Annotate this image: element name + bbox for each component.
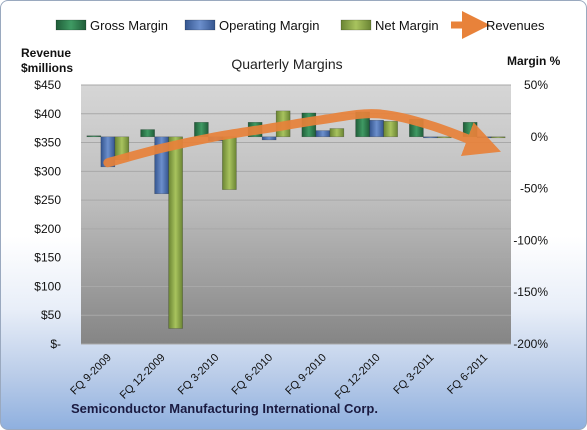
legend-label: Revenues — [486, 18, 545, 33]
right-tick-label: -100% — [513, 233, 548, 247]
footer-company-name: Semiconductor Manufacturing Internationa… — [71, 401, 378, 416]
x-tick-label: FQ 12-2010 — [333, 352, 383, 402]
left-tick-label: $250 — [34, 193, 61, 207]
left-axis-label-line1: Revenue — [21, 46, 71, 60]
legend-label: Net Margin — [375, 18, 439, 33]
bar-operating-margin — [423, 136, 438, 139]
revenue-series — [103, 109, 501, 168]
legend-swatch — [340, 19, 372, 31]
bar-gross-margin — [86, 135, 102, 138]
bar-net-margin — [222, 136, 237, 190]
left-tick-label: $- — [50, 337, 61, 351]
bar-operating-margin — [315, 130, 331, 138]
right-tick-label: -200% — [513, 337, 548, 351]
bar-operating-margin — [261, 136, 277, 141]
legend-item: Net Margin — [340, 18, 439, 33]
x-tick-label: FQ 12-2009 — [118, 352, 168, 402]
right-tick-label: -150% — [513, 285, 548, 299]
left-tick-label: $50 — [41, 308, 61, 322]
bar-gross-margin — [140, 129, 155, 138]
x-tick-label: FQ 6-2010 — [230, 352, 276, 398]
legend-item: Operating Margin — [184, 18, 319, 33]
x-tick-label: FQ 3-2011 — [391, 352, 436, 397]
left-tick-label: $300 — [34, 164, 61, 178]
bar-net-margin — [437, 136, 452, 139]
x-tick-label: FQ 6-2011 — [445, 352, 490, 397]
right-axis-label: Margin % — [507, 54, 561, 68]
bar-net-margin — [168, 136, 183, 329]
bar-net-margin — [490, 136, 506, 139]
revenue-line — [103, 109, 501, 168]
left-tick-label: $400 — [34, 107, 61, 121]
legend: Gross Margin Operating Margin Net Margin Re… — [55, 11, 545, 39]
chart-title: Quarterly Margins — [231, 56, 342, 72]
bar-operating-margin — [476, 136, 492, 139]
legend-swatch — [55, 19, 87, 31]
right-tick-label: 0% — [531, 130, 549, 144]
legend-item: Revenues — [451, 11, 545, 39]
right-axis: 50% 0% -50% -100% -150% -200% — [513, 78, 548, 351]
x-axis: FQ 9-2009 FQ 12-2009 FQ 3-2010 FQ 6-2010 FQ … — [68, 352, 490, 402]
x-tick-label: FQ 9-2010 — [283, 352, 329, 398]
bar-net-margin — [329, 128, 345, 138]
left-tick-label: $200 — [34, 222, 61, 236]
legend-swatch — [184, 19, 216, 31]
bar-operating-margin — [369, 119, 384, 138]
legend-label: Gross Margin — [90, 18, 168, 33]
right-tick-label: -50% — [520, 182, 548, 196]
left-tick-label: $350 — [34, 136, 61, 150]
left-tick-label: $450 — [34, 78, 61, 92]
left-axis-label-line2: $millions — [21, 61, 73, 75]
left-tick-label: $100 — [34, 279, 61, 293]
right-tick-label: 50% — [524, 78, 548, 92]
legend-label: Operating Margin — [219, 18, 319, 33]
left-axis: $- $50 $100 $150 $200 $250 $300 $350 $400 $450 — [34, 78, 61, 351]
x-tick-label: FQ 9-2009 — [68, 352, 114, 398]
gridlines — [81, 84, 511, 345]
x-tick-label: FQ 3-2010 — [176, 352, 222, 398]
bar-net-margin — [383, 121, 398, 138]
legend-item: Gross Margin — [55, 18, 168, 33]
left-tick-label: $150 — [34, 251, 61, 265]
